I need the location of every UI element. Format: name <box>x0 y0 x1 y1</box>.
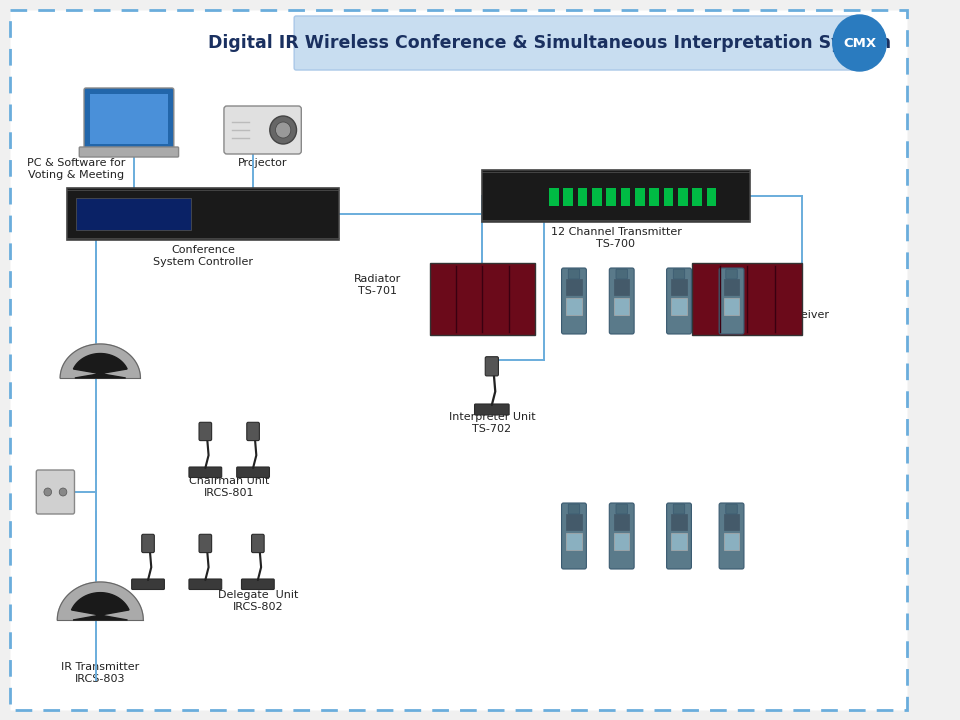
FancyBboxPatch shape <box>592 188 602 206</box>
FancyBboxPatch shape <box>666 503 691 569</box>
FancyBboxPatch shape <box>568 504 580 514</box>
Circle shape <box>270 116 297 144</box>
Text: Delegate  Unit
IRCS-802: Delegate Unit IRCS-802 <box>218 590 298 611</box>
FancyBboxPatch shape <box>242 579 275 590</box>
FancyBboxPatch shape <box>614 298 630 315</box>
FancyBboxPatch shape <box>90 94 168 144</box>
FancyBboxPatch shape <box>636 188 644 206</box>
FancyBboxPatch shape <box>252 534 264 552</box>
FancyBboxPatch shape <box>673 269 684 279</box>
Text: CMX: CMX <box>843 37 876 50</box>
FancyBboxPatch shape <box>724 279 739 295</box>
Circle shape <box>832 15 886 71</box>
FancyBboxPatch shape <box>67 188 339 240</box>
FancyBboxPatch shape <box>607 188 616 206</box>
Text: IR Transmitter
IRCS-803: IR Transmitter IRCS-803 <box>61 662 139 683</box>
FancyBboxPatch shape <box>474 404 509 415</box>
FancyBboxPatch shape <box>132 579 164 590</box>
FancyBboxPatch shape <box>562 268 587 334</box>
FancyBboxPatch shape <box>724 298 739 315</box>
FancyBboxPatch shape <box>614 533 630 550</box>
FancyBboxPatch shape <box>294 16 861 70</box>
FancyBboxPatch shape <box>566 298 582 315</box>
FancyBboxPatch shape <box>614 514 630 531</box>
FancyBboxPatch shape <box>692 188 702 206</box>
FancyBboxPatch shape <box>564 188 573 206</box>
FancyBboxPatch shape <box>189 579 222 590</box>
FancyBboxPatch shape <box>692 263 803 335</box>
FancyBboxPatch shape <box>430 263 535 335</box>
FancyBboxPatch shape <box>671 279 686 295</box>
FancyBboxPatch shape <box>610 268 635 334</box>
FancyBboxPatch shape <box>610 503 635 569</box>
FancyBboxPatch shape <box>678 188 687 206</box>
FancyBboxPatch shape <box>663 188 673 206</box>
FancyBboxPatch shape <box>726 504 737 514</box>
FancyBboxPatch shape <box>719 268 744 334</box>
FancyBboxPatch shape <box>142 534 155 552</box>
FancyBboxPatch shape <box>719 503 744 569</box>
Text: Interpreter Unit
TS-702: Interpreter Unit TS-702 <box>448 412 535 433</box>
Text: PC & Software for
Voting & Meeting: PC & Software for Voting & Meeting <box>27 158 126 179</box>
Circle shape <box>276 122 291 138</box>
Polygon shape <box>58 582 143 620</box>
FancyBboxPatch shape <box>84 88 174 150</box>
Text: 12 Channel Transmitter
TS-700: 12 Channel Transmitter TS-700 <box>550 227 682 248</box>
FancyBboxPatch shape <box>247 423 259 441</box>
FancyBboxPatch shape <box>10 10 907 710</box>
FancyBboxPatch shape <box>80 147 179 157</box>
FancyBboxPatch shape <box>77 198 191 230</box>
Polygon shape <box>71 593 129 620</box>
FancyBboxPatch shape <box>671 298 686 315</box>
FancyBboxPatch shape <box>666 268 691 334</box>
FancyBboxPatch shape <box>616 269 628 279</box>
FancyBboxPatch shape <box>482 170 750 222</box>
FancyBboxPatch shape <box>199 534 211 552</box>
FancyBboxPatch shape <box>578 188 588 206</box>
FancyBboxPatch shape <box>707 188 716 206</box>
FancyBboxPatch shape <box>566 279 582 295</box>
FancyBboxPatch shape <box>621 188 631 206</box>
FancyBboxPatch shape <box>724 533 739 550</box>
FancyBboxPatch shape <box>616 504 628 514</box>
Polygon shape <box>60 344 140 378</box>
FancyBboxPatch shape <box>549 188 559 206</box>
Circle shape <box>60 488 67 496</box>
Text: Digital IR Wireless Conference & Simultaneous Interpretation System: Digital IR Wireless Conference & Simulta… <box>207 34 891 52</box>
Text: Radiator
TS-701: Radiator TS-701 <box>353 274 401 296</box>
Polygon shape <box>73 354 127 378</box>
FancyBboxPatch shape <box>614 279 630 295</box>
FancyBboxPatch shape <box>568 269 580 279</box>
FancyBboxPatch shape <box>485 356 498 376</box>
FancyBboxPatch shape <box>726 269 737 279</box>
FancyBboxPatch shape <box>199 423 211 441</box>
Circle shape <box>44 488 52 496</box>
FancyBboxPatch shape <box>566 514 582 531</box>
FancyBboxPatch shape <box>224 106 301 154</box>
FancyBboxPatch shape <box>673 504 684 514</box>
FancyBboxPatch shape <box>237 467 270 477</box>
FancyBboxPatch shape <box>566 533 582 550</box>
FancyBboxPatch shape <box>724 514 739 531</box>
FancyBboxPatch shape <box>671 533 686 550</box>
FancyBboxPatch shape <box>36 470 75 514</box>
Text: 12 Channel IR Receiver
TS-703: 12 Channel IR Receiver TS-703 <box>699 310 829 332</box>
Text: Conference
System Controller: Conference System Controller <box>153 245 252 266</box>
Text: Projector: Projector <box>238 158 287 168</box>
FancyBboxPatch shape <box>649 188 659 206</box>
FancyBboxPatch shape <box>671 514 686 531</box>
FancyBboxPatch shape <box>189 467 222 477</box>
FancyBboxPatch shape <box>562 503 587 569</box>
Text: Chairman Unit
IRCS-801: Chairman Unit IRCS-801 <box>189 476 270 498</box>
